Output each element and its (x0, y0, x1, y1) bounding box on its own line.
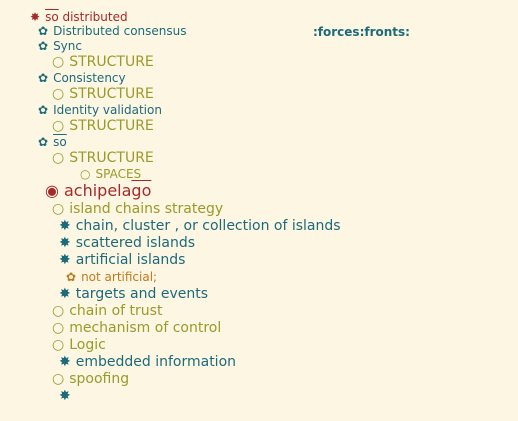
heading-identity-validation[interactable]: ✿ Identity validation (38, 104, 162, 116)
heading-label: STRUCTURE (69, 118, 154, 134)
heading-label: STRUCTURE (69, 54, 154, 70)
circle-bullet-icon: ○ (52, 86, 65, 102)
heading-structure[interactable]: ○ STRUCTURE (52, 151, 154, 165)
heading-label: SPACES (95, 167, 142, 181)
heading-label: targets and events (75, 286, 209, 302)
heading-label: not artificial; (81, 270, 158, 284)
star-bullet-icon: ✸ (59, 354, 71, 370)
circle-bullet-icon: ○ (80, 167, 91, 181)
heading-achipelago[interactable]: ◉ achipelago (45, 183, 151, 199)
circle-bullet-icon: ○ (52, 54, 65, 70)
heading-label: scattered islands (75, 235, 196, 251)
heading-so[interactable]: ✿ so (38, 136, 67, 148)
root-heading-prefix: so (45, 10, 59, 24)
star-bullet-icon: ✸ (59, 388, 71, 404)
heading-label: STRUCTURE (69, 86, 154, 102)
heading-island-chains-strategy[interactable]: ○ island chains strategy (52, 202, 223, 216)
heading-scattered-islands[interactable]: ✸ scattered islands (59, 236, 195, 250)
heading-spoofing[interactable]: ○ spoofing (52, 372, 129, 386)
heading-logic[interactable]: ○ Logic (52, 338, 106, 352)
circle-bullet-icon: ○ (52, 337, 65, 353)
heading-label: spoofing (69, 371, 130, 387)
heading-label-overline: go (131, 181, 152, 200)
heading-structure[interactable]: ○ STRUCTURE (52, 119, 154, 133)
heading-distributed-consensus[interactable]: ✿ Distributed consensus (38, 25, 187, 37)
heading-label: STRUCTURE (69, 150, 154, 166)
heading-label: achipela (63, 181, 132, 200)
heading-label: embedded information (75, 354, 237, 370)
heading-mechanism-of-control[interactable]: ○ mechanism of control (52, 321, 221, 335)
heading-label: Logic (69, 337, 106, 353)
star-bullet-icon: ✸ (59, 218, 71, 234)
heading-chain-cluster[interactable]: ✸ chain, cluster , or collection of islan… (59, 219, 341, 233)
heading-sync[interactable]: ✿ Sync (38, 40, 82, 52)
flower-bullet-icon: ✿ (38, 71, 49, 85)
circle-bullet-icon: ○ (52, 118, 65, 134)
heading-label: artificial islands (75, 252, 186, 268)
heading-structure[interactable]: ○ STRUCTURE (52, 55, 154, 69)
star-bullet-icon: ✸ (59, 252, 71, 268)
circle-bullet-icon: ○ (52, 150, 65, 166)
heading-label: Consistency (53, 71, 126, 85)
heading-empty[interactable]: ✸ (59, 389, 76, 403)
star-bullet-icon: ✸ (59, 286, 71, 302)
heading-label: chain, cluster , or collection of island… (75, 218, 341, 234)
heading-label: Distributed consensus (53, 24, 187, 38)
heading-label: Sync (53, 39, 82, 53)
flower-bullet-icon: ✿ (38, 39, 49, 53)
root-heading[interactable]: ✸ so distributed (30, 11, 128, 23)
heading-spaces[interactable]: ○ SPACES (80, 168, 141, 180)
heading-label: mechanism of control (69, 320, 222, 336)
circle-bullet-icon: ○ (52, 303, 65, 319)
flower-bullet-icon: ✿ (66, 270, 77, 284)
heading-label: island chains strategy (69, 201, 224, 217)
circle-bullet-icon: ○ (52, 371, 65, 387)
heading-label: Identity validation (53, 103, 162, 117)
circle-bullet-icon: ○ (52, 320, 65, 336)
heading-label: so (53, 135, 67, 149)
heading-label: chain of trust (69, 303, 163, 319)
heading-consistency[interactable]: ✿ Consistency (38, 72, 126, 84)
heading-structure[interactable]: ○ STRUCTURE (52, 87, 154, 101)
heading-artificial-islands[interactable]: ✸ artificial islands (59, 253, 185, 267)
heading-targets-and-events[interactable]: ✸ targets and events (59, 287, 208, 301)
flower-bullet-icon: ✿ (38, 135, 49, 149)
flower-bullet-icon: ✿ (38, 24, 49, 38)
star-bullet-icon: ✸ (30, 10, 41, 24)
filled-circle-bullet-icon: ◉ (45, 181, 59, 200)
star-bullet-icon: ✸ (59, 235, 71, 251)
heading-chain-of-trust[interactable]: ○ chain of trust (52, 304, 162, 318)
heading-embedded-information[interactable]: ✸ embedded information (59, 355, 236, 369)
flower-bullet-icon: ✿ (38, 103, 49, 117)
root-heading-text: distributed (58, 10, 128, 24)
circle-bullet-icon: ○ (52, 201, 65, 217)
heading-not-artificial[interactable]: ✿ not artificial; (66, 271, 157, 283)
heading-tags: :forces:fronts: (313, 25, 410, 39)
